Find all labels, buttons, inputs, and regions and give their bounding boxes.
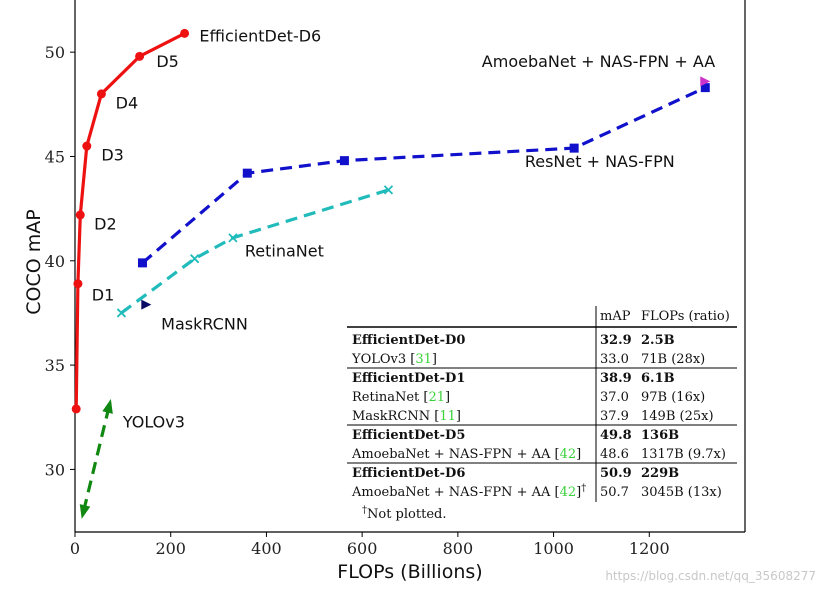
table-cell-model: EfficientDet-D1 — [352, 371, 465, 386]
table-cell-flops: 71B (28x) — [641, 352, 705, 367]
annotation-maskrcnn: MaskRCNN — [161, 315, 248, 334]
x-tick-label: 1000 — [533, 539, 574, 558]
y-tick-label: 45 — [45, 147, 65, 166]
annotation-d3: D3 — [101, 146, 124, 165]
x-tick-label: 0 — [70, 539, 80, 558]
point-efficientdet — [75, 210, 85, 220]
point-efficientdet — [82, 141, 92, 151]
table-cell-model: AmoebaNet + NAS-FPN + AA [42] — [351, 447, 581, 462]
annotation-d1: D1 — [92, 285, 115, 304]
table-cell-model: EfficientDet-D5 — [352, 428, 465, 443]
y-tick-label: 50 — [45, 43, 65, 62]
point-retinanet — [383, 185, 394, 195]
table-footnote: †Not plotted. — [362, 505, 446, 522]
annotation-retinanet: RetinaNet — [245, 242, 324, 261]
point-resnet-nas-fpn — [339, 156, 349, 166]
table-header-map: mAP — [600, 309, 631, 324]
series-line-efficientdet — [74, 31, 186, 409]
table-cell-model: YOLOv3 [31] — [351, 352, 437, 367]
table-cell-flops: 2.5B — [641, 333, 675, 348]
annotation-resnet-nas-fpn: ResNet + NAS-FPN — [525, 152, 675, 171]
table-cell-map: 33.0 — [600, 352, 629, 367]
series-line-yolov3 — [82, 406, 111, 512]
annotation-d5: D5 — [156, 52, 179, 71]
table-cell-flops: 3045B (13x) — [641, 485, 722, 500]
annotation-yolov3: YOLOv3 — [122, 413, 185, 432]
table-cell-map: 38.9 — [600, 371, 632, 386]
table-cell-model: MaskRCNN [11] — [352, 409, 461, 424]
point-efficientdet — [180, 28, 190, 38]
table-cell-model: EfficientDet-D0 — [352, 333, 465, 348]
table-cell-flops: 6.1B — [641, 371, 675, 386]
table-cell-flops: 97B (16x) — [641, 390, 705, 405]
inset-table: mAP FLOPs (ratio) EfficientDet-D0 32.9 2.5B Y… — [347, 306, 737, 522]
table-cell-map: 50.7 — [600, 485, 629, 500]
table-cell-flops: 1317B (9.7x) — [641, 447, 726, 462]
point-yolov3 — [102, 399, 113, 414]
table-cell-flops: 229B — [641, 466, 679, 481]
y-axis-label: COCO mAP — [23, 209, 45, 314]
point-resnet-nas-fpn — [137, 258, 147, 268]
watermark: https://blog.csdn.net/qq_35608277 — [605, 569, 816, 583]
x-tick-label: 400 — [251, 539, 282, 558]
point-retinanet — [190, 254, 200, 264]
x-tick-label: 200 — [155, 539, 186, 558]
table-cell-model: RetinaNet [21] — [352, 390, 450, 405]
point-resnet-nas-fpn — [700, 83, 710, 93]
point-resnet-nas-fpn — [569, 143, 579, 153]
point-efficientdet — [96, 89, 106, 99]
point-retinanet — [116, 308, 127, 318]
plot-area: 0 200 400 600 800 1000 1200 30 35 40 45 50 Efficient… — [45, 0, 746, 558]
point-efficientdet — [73, 279, 83, 289]
table-cell-flops: 136B — [641, 428, 679, 443]
table-cell-flops: 149B (25x) — [641, 409, 714, 424]
annotation-efficientdet-d6: EfficientDet-D6 — [199, 27, 321, 46]
table-cell-model: EfficientDet-D6 — [352, 466, 465, 481]
x-axis-label: FLOPs (Billions) — [337, 561, 482, 583]
annotation-d4: D4 — [116, 93, 139, 112]
x-tick-label: 1200 — [629, 539, 670, 558]
x-tick-label: 600 — [347, 539, 378, 558]
series-line-resnet-nas-fpn — [141, 86, 706, 265]
table-cell-map: 50.9 — [600, 466, 632, 481]
table-cell-map: 49.8 — [600, 428, 632, 443]
table-cell-map: 37.0 — [600, 390, 629, 405]
point-retinanet — [228, 233, 238, 243]
annotation-d2: D2 — [94, 214, 117, 233]
table-header-flops: FLOPs (ratio) — [641, 309, 730, 324]
y-tick-label: 30 — [45, 460, 65, 479]
point-amoebanet-nas-fpn-aa — [700, 76, 711, 87]
point-maskrcnn — [141, 299, 152, 310]
table-cell-map: 37.9 — [600, 409, 629, 424]
annotation-amoebanet-nas-fpn-aa: AmoebaNet + NAS-FPN + AA — [482, 52, 715, 71]
table-cell-model: AmoebaNet + NAS-FPN + AA [42]† — [351, 483, 586, 500]
y-tick-label: 40 — [45, 252, 65, 271]
point-yolov3 — [79, 504, 91, 519]
x-tick-label: 800 — [443, 539, 474, 558]
y-tick-label: 35 — [45, 356, 65, 375]
series-line-retinanet — [120, 188, 389, 315]
point-efficientdet — [135, 51, 145, 61]
table-cell-map: 48.6 — [600, 447, 629, 462]
point-efficientdet — [71, 404, 81, 414]
table-cell-map: 32.9 — [600, 333, 632, 348]
point-resnet-nas-fpn — [242, 168, 252, 178]
